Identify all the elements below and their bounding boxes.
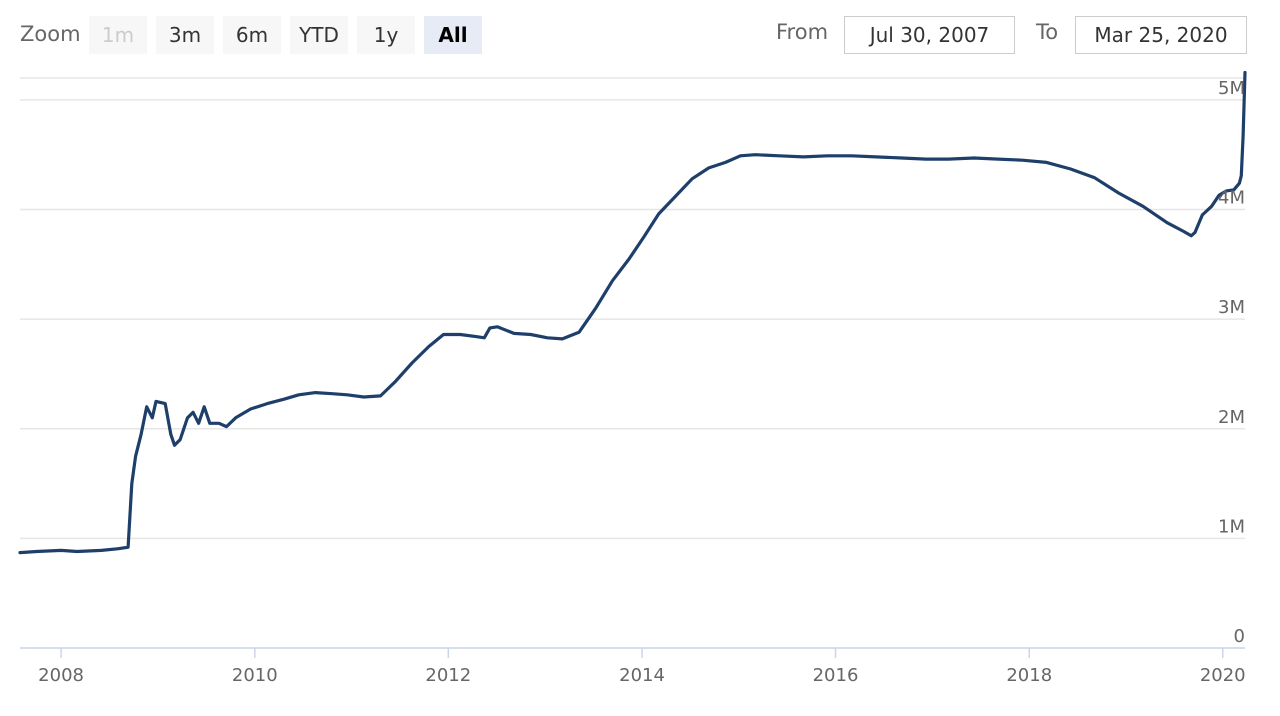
zoom-all-button[interactable]: All: [424, 16, 482, 54]
zoom-1m-button[interactable]: 1m: [89, 16, 147, 54]
zoom-6m-button[interactable]: 6m: [223, 16, 281, 54]
x-tick-label: 2010: [232, 665, 278, 686]
y-axis: 0 1M 2M 3M 4M 5M: [1218, 78, 1245, 647]
x-tick-label: 2012: [425, 665, 471, 686]
y-tick-label: 4M: [1218, 188, 1245, 209]
x-axis: 2008 2010 2012 2014 2016 2018 2020: [20, 647, 1246, 686]
range-selector-toolbar: Zoom 1m 3m 6m YTD 1y All From To: [0, 0, 1280, 70]
from-label: From: [776, 20, 829, 44]
to-date-input[interactable]: [1075, 16, 1247, 54]
x-tick-label: 2018: [1006, 665, 1052, 686]
x-tick-label: 2016: [813, 665, 859, 686]
from-date-input[interactable]: [844, 16, 1015, 54]
y-tick-label: 2M: [1218, 407, 1245, 428]
x-tick-label: 2020: [1200, 665, 1246, 686]
x-tick-label: 2008: [38, 665, 84, 686]
zoom-1y-button[interactable]: 1y: [357, 16, 415, 54]
y-tick-label: 0: [1234, 626, 1245, 647]
x-tick-label: 2014: [619, 665, 665, 686]
to-label: To: [1036, 20, 1059, 44]
grid-layer: [20, 99, 1245, 649]
y-tick-label: 1M: [1218, 516, 1245, 537]
zoom-label: Zoom: [20, 22, 81, 46]
series-line: [18, 70, 1247, 555]
zoom-ytd-button[interactable]: YTD: [290, 16, 348, 54]
zoom-3m-button[interactable]: 3m: [156, 16, 214, 54]
y-tick-label: 5M: [1218, 78, 1245, 99]
y-tick-label: 3M: [1218, 297, 1245, 318]
